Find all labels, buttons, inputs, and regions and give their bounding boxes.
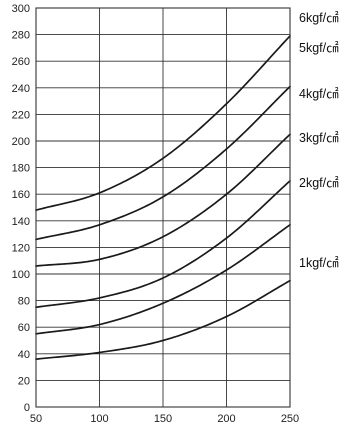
series-label: 4kgf/㎠ [299, 87, 339, 101]
y-tick-label: 120 [12, 242, 30, 254]
series-line [35, 279, 291, 360]
series-line [35, 133, 291, 267]
x-tick-label: 250 [281, 413, 299, 425]
series-line [35, 85, 291, 241]
x-tick-label: 150 [154, 413, 172, 425]
x-axis-ticks: 50 100 150 200 250 [30, 413, 299, 425]
series-labels: 1kgf/㎠ 2kgf/㎠ 3kgf/㎠ 4kgf/㎠ 5kgf/㎠ 6kgf/㎠ [299, 11, 339, 270]
series-label: 5kgf/㎠ [299, 41, 339, 55]
plot-border [35, 7, 291, 408]
y-tick-label: 220 [12, 109, 30, 121]
y-tick-label: 140 [12, 216, 30, 228]
x-tick-label: 50 [30, 413, 42, 425]
y-tick-label: 20 [18, 375, 30, 387]
y-tick-label: 260 [12, 56, 30, 68]
series-line [35, 35, 291, 212]
series-label: 6kgf/㎠ [299, 11, 339, 25]
y-tick-label: 280 [12, 30, 30, 42]
y-tick-label: 100 [12, 269, 30, 281]
series-label: 2kgf/㎠ [299, 176, 339, 190]
series-label: 1kgf/㎠ [299, 256, 339, 270]
x-tick-label: 100 [90, 413, 108, 425]
series-line [35, 223, 291, 335]
y-tick-label: 240 [12, 83, 30, 95]
series-line [35, 180, 291, 309]
y-tick-label: 60 [18, 322, 30, 334]
grid [35, 7, 291, 408]
y-tick-label: 40 [18, 349, 30, 361]
y-tick-label: 300 [12, 3, 30, 15]
x-tick-label: 200 [217, 413, 235, 425]
y-tick-label: 80 [18, 296, 30, 308]
y-tick-label: 0 [24, 402, 30, 414]
y-tick-label: 180 [12, 163, 30, 175]
series-lines [35, 35, 291, 360]
y-tick-label: 160 [12, 189, 30, 201]
series-label: 3kgf/㎠ [299, 131, 339, 145]
y-tick-label: 200 [12, 136, 30, 148]
plot-frame [35, 7, 291, 408]
y-axis-ticks: 0 20 40 60 80 100 120 140 160 180 200 220 240 260 280 3… [12, 3, 30, 414]
